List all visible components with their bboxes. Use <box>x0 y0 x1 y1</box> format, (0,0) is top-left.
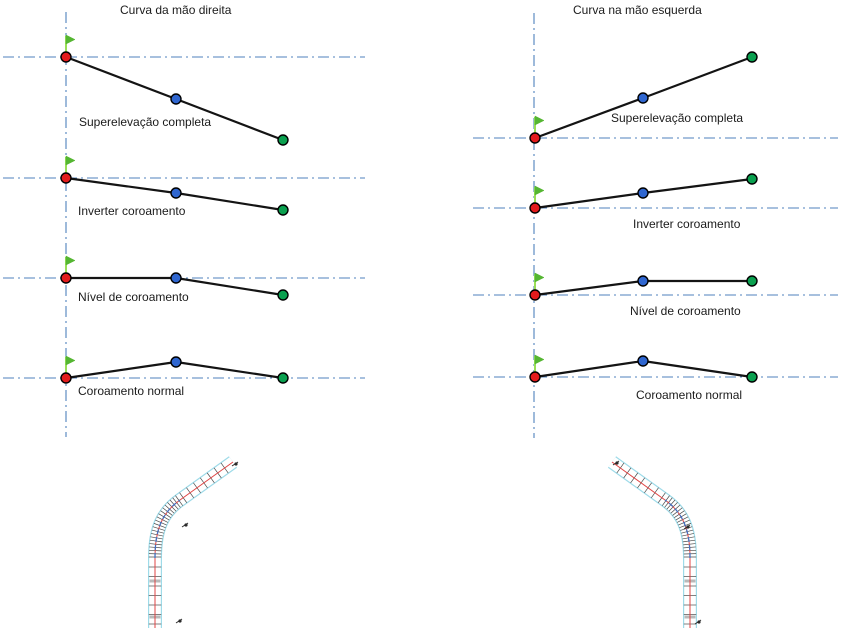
start-point <box>60 372 72 384</box>
start-point <box>60 51 72 63</box>
end-point <box>746 275 758 287</box>
panel-title-left-hand-curve: Curva na mão esquerda <box>573 3 702 17</box>
flag-icon <box>534 354 545 365</box>
end-point <box>746 173 758 185</box>
flag-icon <box>65 355 76 366</box>
mid-point <box>170 272 182 284</box>
end-point <box>277 204 289 216</box>
flag-icon <box>534 272 545 283</box>
row-label-inverter-coroamento: Inverter coroamento <box>633 217 741 231</box>
row-label-superelevacao-completa: Superelevação completa <box>611 111 744 125</box>
flag-icon <box>534 185 545 196</box>
mid-point <box>637 187 649 199</box>
start-point <box>529 371 541 383</box>
road-surface <box>149 457 237 628</box>
station-marker-tick <box>694 619 702 625</box>
mid-point <box>170 93 182 105</box>
end-point <box>746 51 758 63</box>
curve-transition-centerline <box>154 499 181 559</box>
road-surface <box>608 457 696 628</box>
mid-point <box>637 355 649 367</box>
mid-point <box>170 187 182 199</box>
row-label-nivel-de-coroamento: Nível de coroamento <box>630 304 741 318</box>
station-marker-tick <box>683 524 691 530</box>
flag-icon <box>65 255 76 266</box>
station-marker-tick <box>231 461 239 467</box>
mid-point <box>637 92 649 104</box>
row-label-coroamento-normal: Coroamento normal <box>636 388 743 402</box>
start-point <box>60 272 72 284</box>
row-label-superelevacao-completa: Superelevação completa <box>79 115 212 129</box>
start-point <box>529 289 541 301</box>
flag-icon <box>534 115 545 126</box>
flag-icon <box>65 34 76 45</box>
station-marker-tick <box>612 460 620 466</box>
start-point <box>529 202 541 214</box>
row-label-inverter-coroamento: Inverter coroamento <box>78 204 186 218</box>
mid-point <box>637 275 649 287</box>
end-point <box>277 372 289 384</box>
end-point <box>277 134 289 146</box>
flag-icon <box>65 155 76 166</box>
mid-point <box>170 356 182 368</box>
row-label-nivel-de-coroamento: Nível de coroamento <box>78 290 189 304</box>
station-marker-tick <box>175 618 183 624</box>
station-marker-tick <box>181 522 189 528</box>
start-point <box>529 132 541 144</box>
row-label-coroamento-normal: Coroamento normal <box>78 384 185 398</box>
end-point <box>277 289 289 301</box>
end-point <box>746 371 758 383</box>
start-point <box>60 172 72 184</box>
curve-transition-centerline <box>664 499 691 559</box>
panel-title-right-hand-curve: Curva da mão direita <box>120 3 232 17</box>
